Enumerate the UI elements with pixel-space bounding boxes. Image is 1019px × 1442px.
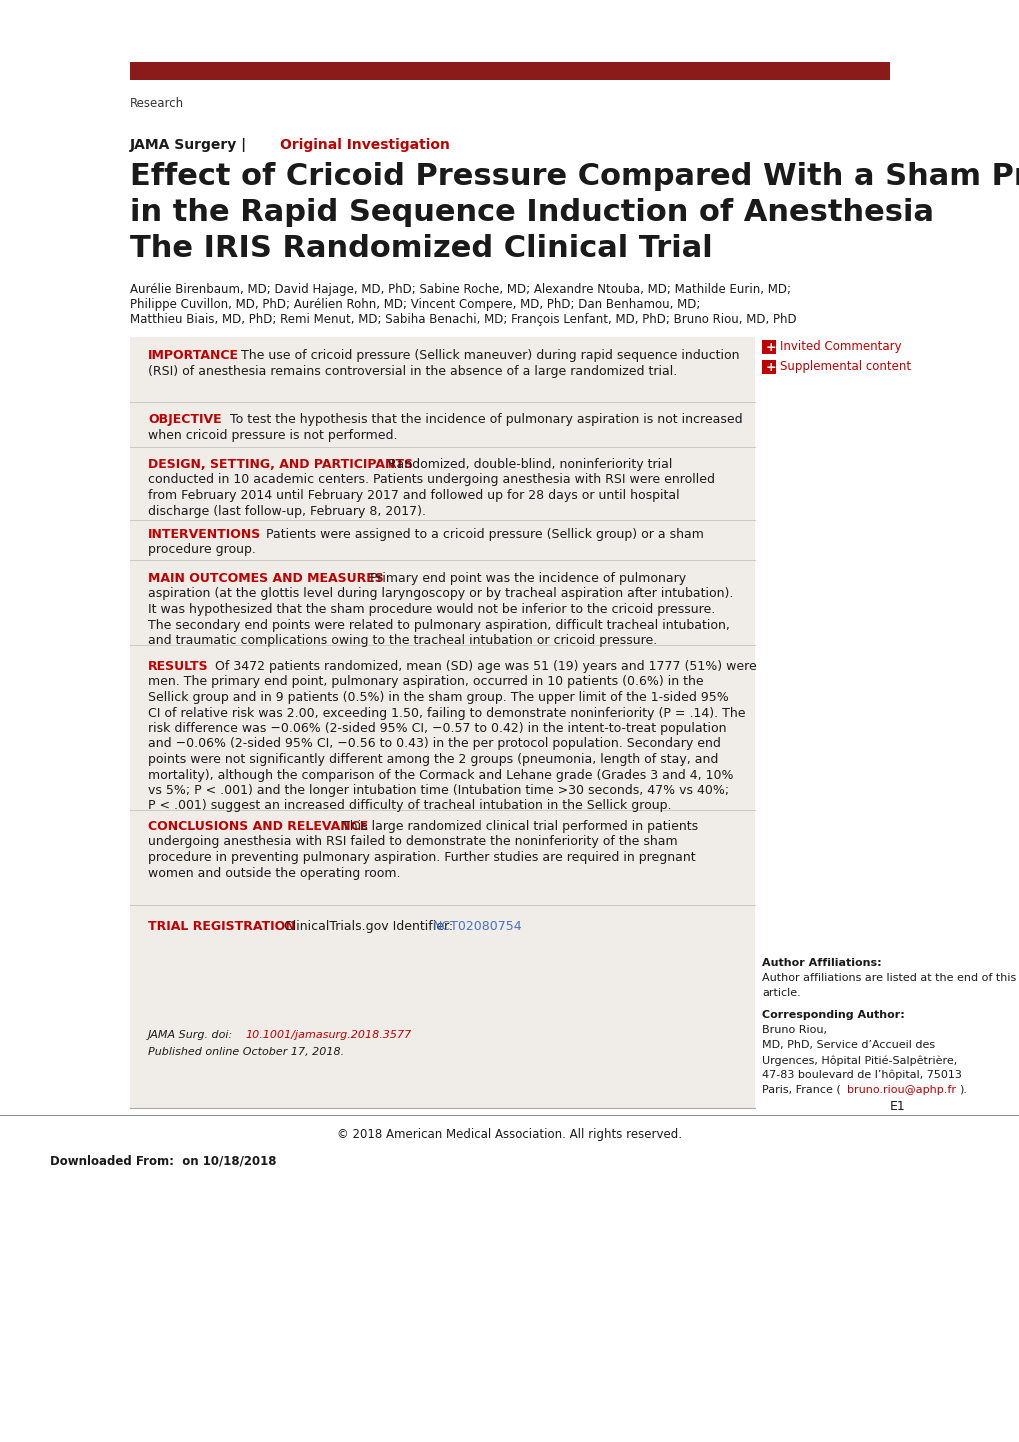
Text: procedure in preventing pulmonary aspiration. Further studies are required in pr: procedure in preventing pulmonary aspira… <box>148 851 695 864</box>
Text: Sellick group and in 9 patients (0.5%) in the sham group. The upper limit of the: Sellick group and in 9 patients (0.5%) i… <box>148 691 728 704</box>
Text: Supplemental content: Supplemental content <box>780 360 910 373</box>
Text: Bruno Riou,: Bruno Riou, <box>761 1025 826 1035</box>
Text: mortality), although the comparison of the Cormack and Lehane grade (Grades 3 an: mortality), although the comparison of t… <box>148 769 733 782</box>
Text: Aurélie Birenbaum, MD; David Hajage, MD, PhD; Sabine Roche, MD; Alexandre Ntouba: Aurélie Birenbaum, MD; David Hajage, MD,… <box>129 283 790 296</box>
Text: 47-83 boulevard de l’hôpital, 75013: 47-83 boulevard de l’hôpital, 75013 <box>761 1070 961 1080</box>
Text: Primary end point was the incidence of pulmonary: Primary end point was the incidence of p… <box>362 572 686 585</box>
Text: RESULTS: RESULTS <box>148 660 209 673</box>
Text: (RSI) of anesthesia remains controversial in the absence of a large randomized t: (RSI) of anesthesia remains controversia… <box>148 365 677 378</box>
Text: Original Investigation: Original Investigation <box>280 138 449 151</box>
Text: INTERVENTIONS: INTERVENTIONS <box>148 528 261 541</box>
Text: Research: Research <box>129 97 184 110</box>
Text: Patients were assigned to a cricoid pressure (Sellick group) or a sham: Patients were assigned to a cricoid pres… <box>258 528 703 541</box>
Text: The IRIS Randomized Clinical Trial: The IRIS Randomized Clinical Trial <box>129 234 712 262</box>
Text: It was hypothesized that the sham procedure would not be inferior to the cricoid: It was hypothesized that the sham proced… <box>148 603 714 616</box>
Text: points were not significantly different among the 2 groups (pneumonia, length of: points were not significantly different … <box>148 753 717 766</box>
Text: CONCLUSIONS AND RELEVANCE: CONCLUSIONS AND RELEVANCE <box>148 820 368 833</box>
Bar <box>129 337 754 1107</box>
Text: Urgences, Hôpital Pitié-Salpêtrière,: Urgences, Hôpital Pitié-Salpêtrière, <box>761 1056 956 1066</box>
Text: MD, PhD, Service d’Accueil des: MD, PhD, Service d’Accueil des <box>761 1040 934 1050</box>
Text: +: + <box>765 340 775 353</box>
Text: TRIAL REGISTRATION: TRIAL REGISTRATION <box>148 920 296 933</box>
Text: Paris, France (: Paris, France ( <box>761 1084 840 1094</box>
Text: MAIN OUTCOMES AND MEASURES: MAIN OUTCOMES AND MEASURES <box>148 572 383 585</box>
Text: in the Rapid Sequence Induction of Anesthesia: in the Rapid Sequence Induction of Anest… <box>129 198 933 226</box>
Text: Randomized, double-blind, noninferiority trial: Randomized, double-blind, noninferiority… <box>380 459 672 472</box>
Text: JAMA Surg. doi:: JAMA Surg. doi: <box>148 1030 233 1040</box>
Text: Philippe Cuvillon, MD, PhD; Aurélien Rohn, MD; Vincent Compere, MD, PhD; Dan Ben: Philippe Cuvillon, MD, PhD; Aurélien Roh… <box>129 298 700 311</box>
Text: Effect of Cricoid Pressure Compared With a Sham Procedure: Effect of Cricoid Pressure Compared With… <box>129 162 1019 190</box>
Text: discharge (last follow-up, February 8, 2017).: discharge (last follow-up, February 8, 2… <box>148 505 426 518</box>
Text: P < .001) suggest an increased difficulty of tracheal intubation in the Sellick : P < .001) suggest an increased difficult… <box>148 799 671 812</box>
Text: © 2018 American Medical Association. All rights reserved.: © 2018 American Medical Association. All… <box>337 1128 682 1141</box>
Text: when cricoid pressure is not performed.: when cricoid pressure is not performed. <box>148 428 397 441</box>
Text: ClinicalTrials.gov Identifier:: ClinicalTrials.gov Identifier: <box>280 920 457 933</box>
Text: Matthieu Biais, MD, PhD; Remi Menut, MD; Sabiha Benachi, MD; François Lenfant, M: Matthieu Biais, MD, PhD; Remi Menut, MD;… <box>129 313 796 326</box>
Text: E1: E1 <box>890 1100 905 1113</box>
Text: Corresponding Author:: Corresponding Author: <box>761 1009 904 1019</box>
Text: The use of cricoid pressure (Sellick maneuver) during rapid sequence induction: The use of cricoid pressure (Sellick man… <box>232 349 739 362</box>
Text: 10.1001/jamasurg.2018.3577: 10.1001/jamasurg.2018.3577 <box>245 1030 411 1040</box>
Text: Of 3472 patients randomized, mean (SD) age was 51 (19) years and 1777 (51%) were: Of 3472 patients randomized, mean (SD) a… <box>207 660 756 673</box>
Text: Downloaded From:  on 10/18/2018: Downloaded From: on 10/18/2018 <box>50 1155 276 1168</box>
Text: Author Affiliations:: Author Affiliations: <box>761 957 880 968</box>
Text: men. The primary end point, pulmonary aspiration, occurred in 10 patients (0.6%): men. The primary end point, pulmonary as… <box>148 675 703 688</box>
Text: procedure group.: procedure group. <box>148 544 256 557</box>
Text: ).: ). <box>958 1084 966 1094</box>
Text: NCT02080754: NCT02080754 <box>433 920 522 933</box>
Text: bruno.riou@aphp.fr: bruno.riou@aphp.fr <box>846 1084 955 1094</box>
Text: Invited Commentary: Invited Commentary <box>780 340 901 353</box>
Text: To test the hypothesis that the incidence of pulmonary aspiration is not increas: To test the hypothesis that the incidenc… <box>222 412 742 425</box>
Text: risk difference was −0.06% (2-sided 95% CI, −0.57 to 0.42) in the intent-to-trea: risk difference was −0.06% (2-sided 95% … <box>148 722 726 735</box>
Bar <box>129 62 890 79</box>
Text: Author affiliations are listed at the end of this: Author affiliations are listed at the en… <box>761 973 1015 983</box>
Text: women and outside the operating room.: women and outside the operating room. <box>148 867 400 880</box>
Text: CI of relative risk was 2.00, exceeding 1.50, failing to demonstrate noninferior: CI of relative risk was 2.00, exceeding … <box>148 707 745 720</box>
Text: vs 5%; P < .001) and the longer intubation time (Intubation time >30 seconds, 47: vs 5%; P < .001) and the longer intubati… <box>148 784 729 797</box>
Text: OBJECTIVE: OBJECTIVE <box>148 412 221 425</box>
Text: The secondary end points were related to pulmonary aspiration, difficult trachea: The secondary end points were related to… <box>148 619 730 632</box>
Bar <box>761 340 775 353</box>
Text: This large randomized clinical trial performed in patients: This large randomized clinical trial per… <box>333 820 697 833</box>
Text: aspiration (at the glottis level during laryngoscopy or by tracheal aspiration a: aspiration (at the glottis level during … <box>148 587 733 600</box>
Text: undergoing anesthesia with RSI failed to demonstrate the noninferiority of the s: undergoing anesthesia with RSI failed to… <box>148 835 677 848</box>
Bar <box>761 360 775 373</box>
Text: from February 2014 until February 2017 and followed up for 28 days or until hosp: from February 2014 until February 2017 a… <box>148 489 679 502</box>
Text: IMPORTANCE: IMPORTANCE <box>148 349 238 362</box>
Text: article.: article. <box>761 988 800 998</box>
Text: and −0.06% (2-sided 95% CI, −0.56 to 0.43) in the per protocol population. Secon: and −0.06% (2-sided 95% CI, −0.56 to 0.4… <box>148 737 720 750</box>
Text: JAMA Surgery |: JAMA Surgery | <box>129 138 252 151</box>
Text: DESIGN, SETTING, AND PARTICIPANTS: DESIGN, SETTING, AND PARTICIPANTS <box>148 459 413 472</box>
Text: Published online October 17, 2018.: Published online October 17, 2018. <box>148 1047 343 1057</box>
Text: conducted in 10 academic centers. Patients undergoing anesthesia with RSI were e: conducted in 10 academic centers. Patien… <box>148 473 714 486</box>
Text: +: + <box>765 360 775 373</box>
Text: and traumatic complications owing to the tracheal intubation or cricoid pressure: and traumatic complications owing to the… <box>148 634 656 647</box>
